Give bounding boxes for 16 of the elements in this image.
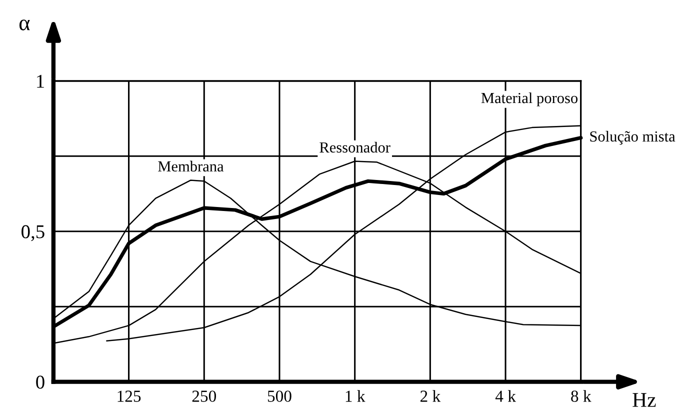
y-tick-label: 1 [37, 74, 44, 88]
x-tick-label: 8 k [571, 390, 592, 402]
y-tick-label: 0 [36, 376, 44, 389]
series-label: Ressonador [320, 142, 390, 153]
x-tick-label: 2 k [420, 390, 441, 402]
series-label: Membrana [158, 160, 224, 172]
y-tick-label: 0,5 [22, 225, 44, 242]
series-label: Material poroso [481, 92, 578, 106]
y-axis-title: α [19, 20, 30, 30]
x-tick-label: 125 [118, 390, 141, 402]
series-label: Solução mista [590, 130, 676, 145]
x-tick-label: 500 [268, 390, 292, 402]
x-axis-title: Hz [632, 393, 656, 407]
x-tick-label: 250 [192, 390, 216, 402]
x-tick-label: 4 k [495, 390, 516, 402]
x-tick-label: 1 k [346, 390, 366, 402]
